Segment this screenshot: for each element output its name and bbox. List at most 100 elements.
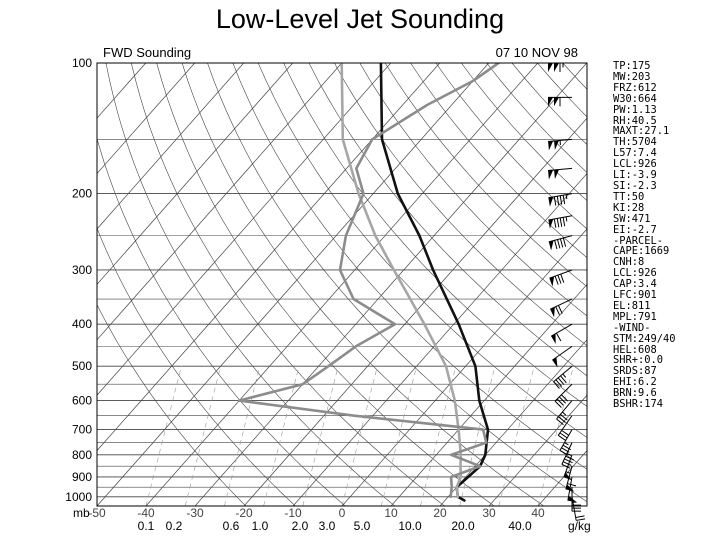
mixing-ratio-tick-label: 5.0 <box>354 519 371 533</box>
mixing-ratio-line <box>263 366 300 506</box>
wind-barb-flag <box>548 170 554 180</box>
wind-barb-feather <box>557 274 562 284</box>
index-line: LCL:926 <box>613 267 657 280</box>
wind-barb-half-feather <box>565 471 571 474</box>
wind-barb-half-feather <box>565 194 568 200</box>
index-line: CNH:8 <box>613 256 645 269</box>
wind-barb-half-feather <box>562 411 567 416</box>
dry-adiabat <box>181 63 545 506</box>
wind-barb-feather <box>576 518 586 521</box>
isotherm-line <box>97 63 147 119</box>
wind-barb-flag <box>548 97 553 107</box>
mixing-ratio-line <box>184 366 221 506</box>
mixing-ratio-line <box>224 366 261 506</box>
index-line: EHI:6.2 <box>613 376 657 389</box>
pressure-tick-label: 600 <box>72 394 92 408</box>
index-line: LFC:901 <box>613 289 657 302</box>
wind-barb-flag <box>551 333 556 344</box>
wind-barb-feather <box>554 400 562 408</box>
wind-barb-feather <box>575 515 585 518</box>
pressure-tick-label: 700 <box>72 423 92 437</box>
wind-barb <box>563 454 573 481</box>
index-line: MPL:791 <box>613 310 657 323</box>
pressure-tick-label: 1000 <box>65 490 92 504</box>
temperature-tick-label: -10 <box>284 506 302 520</box>
isotherm-line <box>97 63 490 506</box>
wind-barb-feather <box>555 306 560 315</box>
temperature-profile <box>379 63 490 502</box>
wind-barb-feather <box>556 418 564 426</box>
wind-barb-feather <box>557 305 563 314</box>
wind-barb <box>557 415 573 441</box>
index-line: FRZ:612 <box>613 81 657 94</box>
wind-barb <box>548 96 572 107</box>
index-line: EI:-2.7 <box>613 223 657 236</box>
dry-adiabat <box>97 304 247 506</box>
pressure-tick-label: 100 <box>72 56 92 70</box>
dry-adiabat <box>97 137 346 506</box>
wind-barb-flag <box>563 472 573 481</box>
wind-barb-flag <box>548 240 554 251</box>
temperature-tick-label: 30 <box>482 506 496 520</box>
mixing-ratio-line <box>341 366 378 506</box>
isotherm-line <box>439 339 587 506</box>
pressure-tick-label: 200 <box>72 187 92 201</box>
wind-barb-shaft <box>565 466 573 490</box>
wind-barb-half-feather <box>564 442 569 446</box>
wind-barb-flag <box>548 141 554 151</box>
wind-barb-feather <box>556 196 560 206</box>
temperature-tick-label: -50 <box>88 506 106 520</box>
wind-barb-feather <box>553 196 557 206</box>
isotherm-line <box>97 63 245 230</box>
sounding-indices: TP:175 MW:203 FRZ:612 W30:664 PW:1.13 RH:40.5… <box>613 61 676 410</box>
temperature-tick-label: -30 <box>186 506 204 520</box>
wind-barb-feather <box>553 381 560 389</box>
wind-barb-feather <box>559 432 568 439</box>
wind-barb-shaft <box>548 167 573 172</box>
mixing-ratio-line <box>537 366 574 506</box>
mixing-ratio-tick-label: 0.1 <box>138 519 155 533</box>
mixing-ratio-tick-label: 1.0 <box>252 519 269 533</box>
wind-barb-feather <box>560 375 567 384</box>
dry-adiabat <box>283 63 587 407</box>
wind-barb <box>548 62 572 72</box>
wind-barb-column <box>548 62 586 521</box>
dry-adiabat <box>334 63 587 347</box>
index-line: TT:50 <box>613 190 645 203</box>
wind-barb-feather <box>562 217 566 227</box>
wind-barb-feather <box>556 398 564 406</box>
isotherm-line <box>97 63 196 175</box>
dry-adiabat <box>97 227 296 506</box>
index-line: MAXT:27.1 <box>613 125 670 138</box>
wind-barb <box>556 400 573 426</box>
index-line: KI:28 <box>613 201 645 214</box>
index-line: L57:7.4 <box>613 147 657 160</box>
wind-barb-feather <box>562 237 567 247</box>
index-line: BSHR:174 <box>613 398 664 411</box>
wind-barb <box>548 138 573 151</box>
wind-barb <box>548 167 573 180</box>
mixing-ratio-tick-label: 0.2 <box>166 519 183 533</box>
wind-barb-flag <box>550 307 555 318</box>
wind-barb <box>552 345 573 368</box>
wind-barb-flag <box>554 140 559 150</box>
temperature-tick-label: 10 <box>384 506 398 520</box>
profile-lines <box>237 63 500 502</box>
wind-barb-flag <box>554 169 559 179</box>
wind-barb-feather <box>553 218 557 228</box>
wind-barb-feather <box>557 239 561 249</box>
wind-barb <box>548 215 573 229</box>
index-line: CAP:3.4 <box>613 278 657 291</box>
wind-barb <box>548 235 573 251</box>
pressure-tick-label: 300 <box>72 263 92 277</box>
pressure-tick-label: 500 <box>72 359 92 373</box>
wind-barb-shaft <box>557 415 573 436</box>
index-line: LCL:926 <box>613 158 657 171</box>
index-line: STM:249/40 <box>613 332 676 345</box>
wind-barb-flag <box>554 97 559 107</box>
isotherm-line <box>0 63 48 506</box>
wind-barb-flag <box>548 63 553 72</box>
dry-adiabat <box>410 63 587 259</box>
dry-adiabat <box>359 63 587 317</box>
